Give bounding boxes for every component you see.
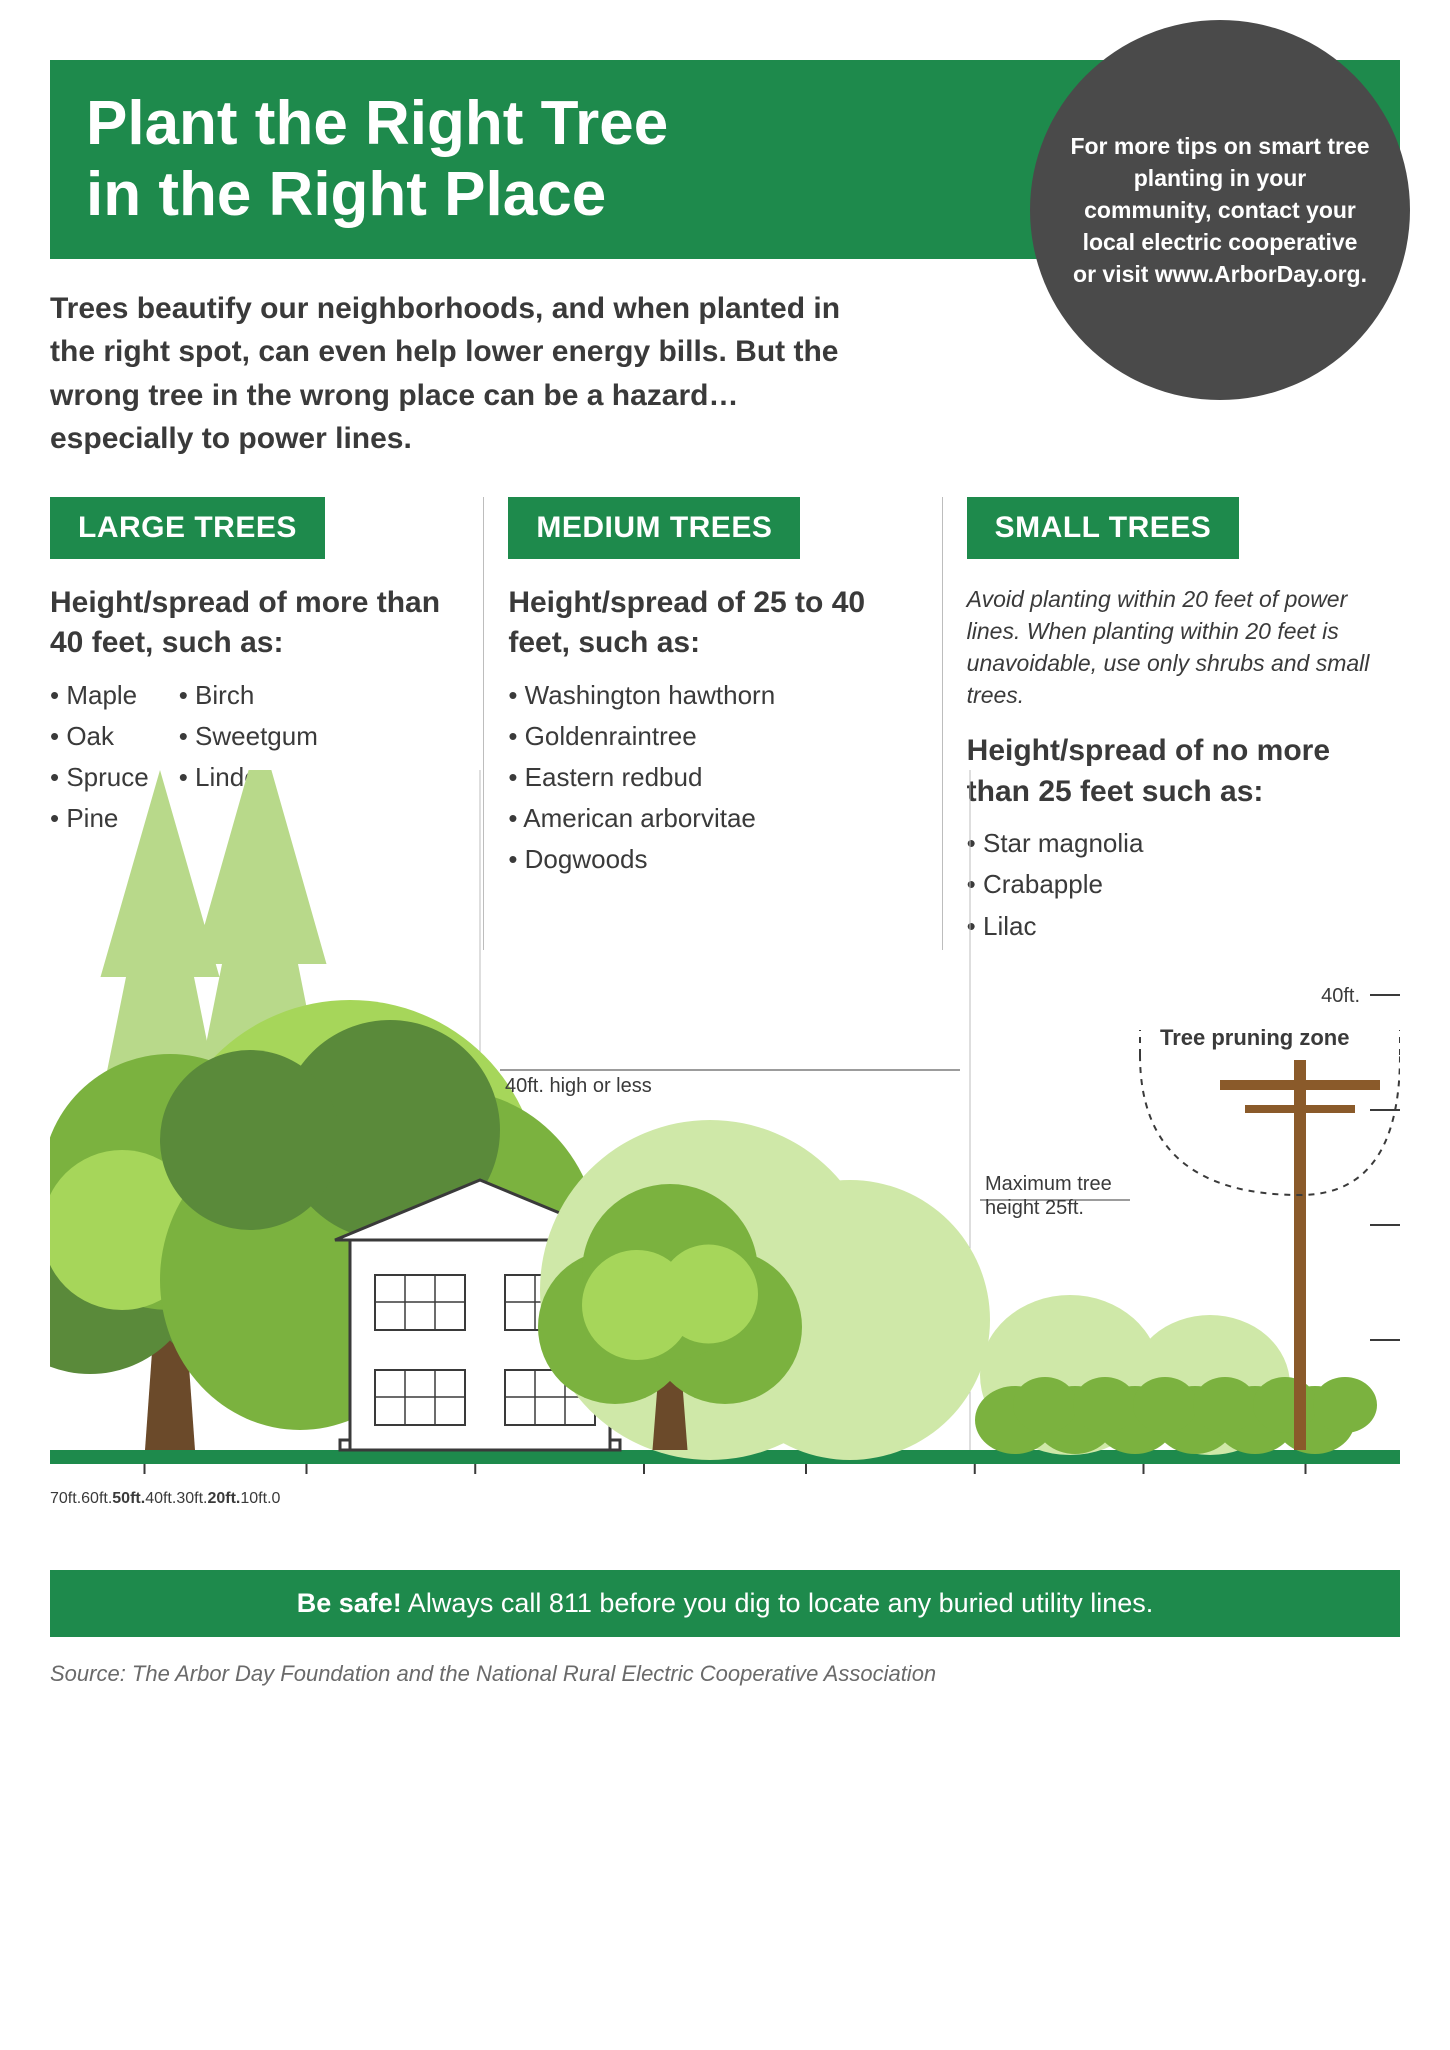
list-item: Sweetgum <box>179 719 318 754</box>
source-line: Source: The Arbor Day Foundation and the… <box>50 1661 1400 1687</box>
axis-tick: 70ft. <box>50 1490 81 1507</box>
footer-banner: Be safe! Always call 811 before you dig … <box>50 1570 1400 1637</box>
svg-text:40ft. high or less: 40ft. high or less <box>505 1075 652 1097</box>
tip-circle: For more tips on smart tree planting in … <box>1030 20 1410 400</box>
svg-text:Maximum tree: Maximum tree <box>985 1173 1112 1195</box>
list-item: Birch <box>179 678 318 713</box>
col-label-large: LARGE TREES <box>50 497 325 559</box>
title-line1: Plant the Right Tree <box>86 89 668 158</box>
tip-text: For more tips on smart tree planting in … <box>1070 130 1370 291</box>
title-line2: in the Right Place <box>86 160 606 229</box>
svg-text:Tree pruning zone: Tree pruning zone <box>1160 1025 1349 1050</box>
svg-text:40ft.: 40ft. <box>1321 985 1360 1007</box>
axis-tick: 60ft. <box>81 1490 112 1507</box>
intro-text: Trees beautify our neighborhoods, and wh… <box>50 287 870 461</box>
col-heading-medium: Height/spread of 25 to 40 feet, such as: <box>508 583 917 664</box>
col-label-medium: MEDIUM TREES <box>508 497 800 559</box>
col-note-small: Avoid planting within 20 feet of power l… <box>967 583 1376 712</box>
footer-bold: Be safe! <box>297 1588 402 1618</box>
list-item: Maple <box>50 678 149 713</box>
illustration: 40ft. high or less Tree pruning zone 40ft.… <box>50 770 1400 1490</box>
axis-tick: 0 <box>272 1490 281 1507</box>
axis-tick: 50ft. <box>112 1490 145 1507</box>
col-label-small: SMALL TREES <box>967 497 1240 559</box>
axis: 70ft.60ft.50ft.40ft.30ft.20ft.10ft.0 <box>50 1490 1400 1530</box>
list-item: Washington hawthorn <box>508 678 917 713</box>
footer-text: Always call 811 before you dig to locate… <box>402 1588 1153 1618</box>
header: Plant the Right Tree in the Right Place … <box>50 60 1400 259</box>
axis-tick: 20ft. <box>207 1490 240 1507</box>
axis-tick: 30ft. <box>176 1490 207 1507</box>
axis-tick: 40ft. <box>145 1490 176 1507</box>
list-item: Goldenraintree <box>508 719 917 754</box>
svg-text:height 25ft.: height 25ft. <box>985 1197 1084 1219</box>
col-heading-large: Height/spread of more than 40 feet, such… <box>50 583 459 664</box>
axis-tick: 10ft. <box>240 1490 271 1507</box>
list-item: Oak <box>50 719 149 754</box>
